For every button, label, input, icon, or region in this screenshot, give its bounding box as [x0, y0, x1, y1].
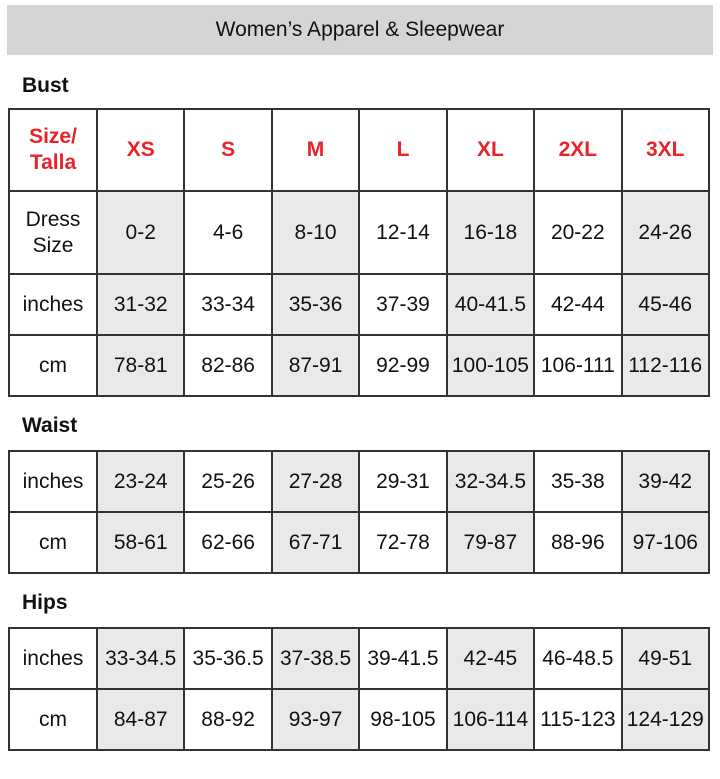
measurement-cell: 87-91	[270, 334, 361, 397]
chart-title: Women’s Apparel & Sleepwear	[7, 5, 713, 55]
row-label: cm	[8, 334, 98, 397]
size-header-cell: XL	[445, 108, 536, 192]
row-label: inches	[8, 450, 98, 513]
measurement-cell: 31-32	[95, 273, 186, 336]
measurement-cell: 40-41.5	[445, 273, 536, 336]
measurement-cell: 49-51	[620, 627, 711, 690]
row-label: inches	[8, 273, 98, 336]
measurement-cell: 106-114	[445, 688, 536, 751]
measurement-cell: 35-38	[533, 450, 623, 513]
measurement-cell: 82-86	[183, 334, 273, 397]
measurement-cell: 33-34	[183, 273, 273, 336]
measurement-cell: 33-34.5	[95, 627, 186, 690]
measurement-cell: 0-2	[95, 190, 186, 275]
measurement-cell: 23-24	[95, 450, 186, 513]
size-header-cell: 3XL	[620, 108, 711, 192]
measurement-cell: 88-96	[533, 511, 623, 574]
waist-section-label: Waist	[22, 414, 78, 437]
measurement-cell: 29-31	[358, 450, 448, 513]
measurement-cell: 46-48.5	[533, 627, 623, 690]
measurement-cell: 16-18	[445, 190, 536, 275]
hips-table: inches 33-34.5 35-36.5 37-38.5 39-41.5 42-45 4…	[8, 627, 711, 751]
size-header-cell: L	[358, 108, 448, 192]
measurement-cell: 37-39	[358, 273, 448, 336]
measurement-cell: 79-87	[445, 511, 536, 574]
measurement-cell: 115-123	[533, 688, 623, 751]
measurement-cell: 4-6	[183, 190, 273, 275]
measurement-cell: 58-61	[95, 511, 186, 574]
waist-table: inches 23-24 25-26 27-28 29-31 32-34.5 35-38 39…	[8, 450, 711, 574]
measurement-cell: 20-22	[533, 190, 623, 275]
measurement-cell: 112-116	[620, 334, 711, 397]
size-header-cell: 2XL	[533, 108, 623, 192]
measurement-cell: 8-10	[270, 190, 361, 275]
measurement-cell: 100-105	[445, 334, 536, 397]
measurement-cell: 78-81	[95, 334, 186, 397]
table-row: cm 58-61 62-66 67-71 72-78 79-87 88-96 97-106	[8, 511, 711, 574]
measurement-cell: 37-38.5	[270, 627, 361, 690]
measurement-cell: 42-45	[445, 627, 536, 690]
measurement-cell: 45-46	[620, 273, 711, 336]
size-header-row: Size/ Talla XS S M L XL 2XL 3XL	[8, 108, 711, 192]
measurement-cell: 27-28	[270, 450, 361, 513]
table-row: inches 31-32 33-34 35-36 37-39 40-41.5 42-44 45…	[8, 273, 711, 336]
row-label: inches	[8, 627, 98, 690]
row-label: cm	[8, 511, 98, 574]
table-row: Dress Size 0-2 4-6 8-10 12-14 16-18 20-22 24-26	[8, 190, 711, 275]
measurement-cell: 42-44	[533, 273, 623, 336]
measurement-cell: 72-78	[358, 511, 448, 574]
measurement-cell: 97-106	[620, 511, 711, 574]
measurement-cell: 124-129	[620, 688, 711, 751]
measurement-cell: 12-14	[358, 190, 448, 275]
measurement-cell: 35-36	[270, 273, 361, 336]
measurement-cell: 98-105	[358, 688, 448, 751]
measurement-cell: 84-87	[95, 688, 186, 751]
measurement-cell: 67-71	[270, 511, 361, 574]
measurement-cell: 106-111	[533, 334, 623, 397]
bust-section-label: Bust	[22, 74, 69, 97]
measurement-cell: 39-42	[620, 450, 711, 513]
row-label: cm	[8, 688, 98, 751]
table-row: inches 33-34.5 35-36.5 37-38.5 39-41.5 42-45 4…	[8, 627, 711, 690]
measurement-cell: 39-41.5	[358, 627, 448, 690]
row-label: Dress Size	[8, 190, 98, 275]
size-header-cell: S	[183, 108, 273, 192]
size-header-cell: M	[270, 108, 361, 192]
bust-table: Size/ Talla XS S M L XL 2XL 3XL Dress Size 0-2 4-6…	[8, 108, 711, 397]
size-header-cell: XS	[95, 108, 186, 192]
table-row: cm 78-81 82-86 87-91 92-99 100-105 106-111 112-…	[8, 334, 711, 397]
size-header-label: Size/ Talla	[8, 108, 98, 192]
measurement-cell: 32-34.5	[445, 450, 536, 513]
measurement-cell: 35-36.5	[183, 627, 273, 690]
hips-section-label: Hips	[22, 591, 68, 614]
table-row: inches 23-24 25-26 27-28 29-31 32-34.5 35-38 39…	[8, 450, 711, 513]
measurement-cell: 25-26	[183, 450, 273, 513]
measurement-cell: 24-26	[620, 190, 711, 275]
measurement-cell: 92-99	[358, 334, 448, 397]
measurement-cell: 88-92	[183, 688, 273, 751]
table-row: cm 84-87 88-92 93-97 98-105 106-114 115-123 124…	[8, 688, 711, 751]
measurement-cell: 93-97	[270, 688, 361, 751]
measurement-cell: 62-66	[183, 511, 273, 574]
